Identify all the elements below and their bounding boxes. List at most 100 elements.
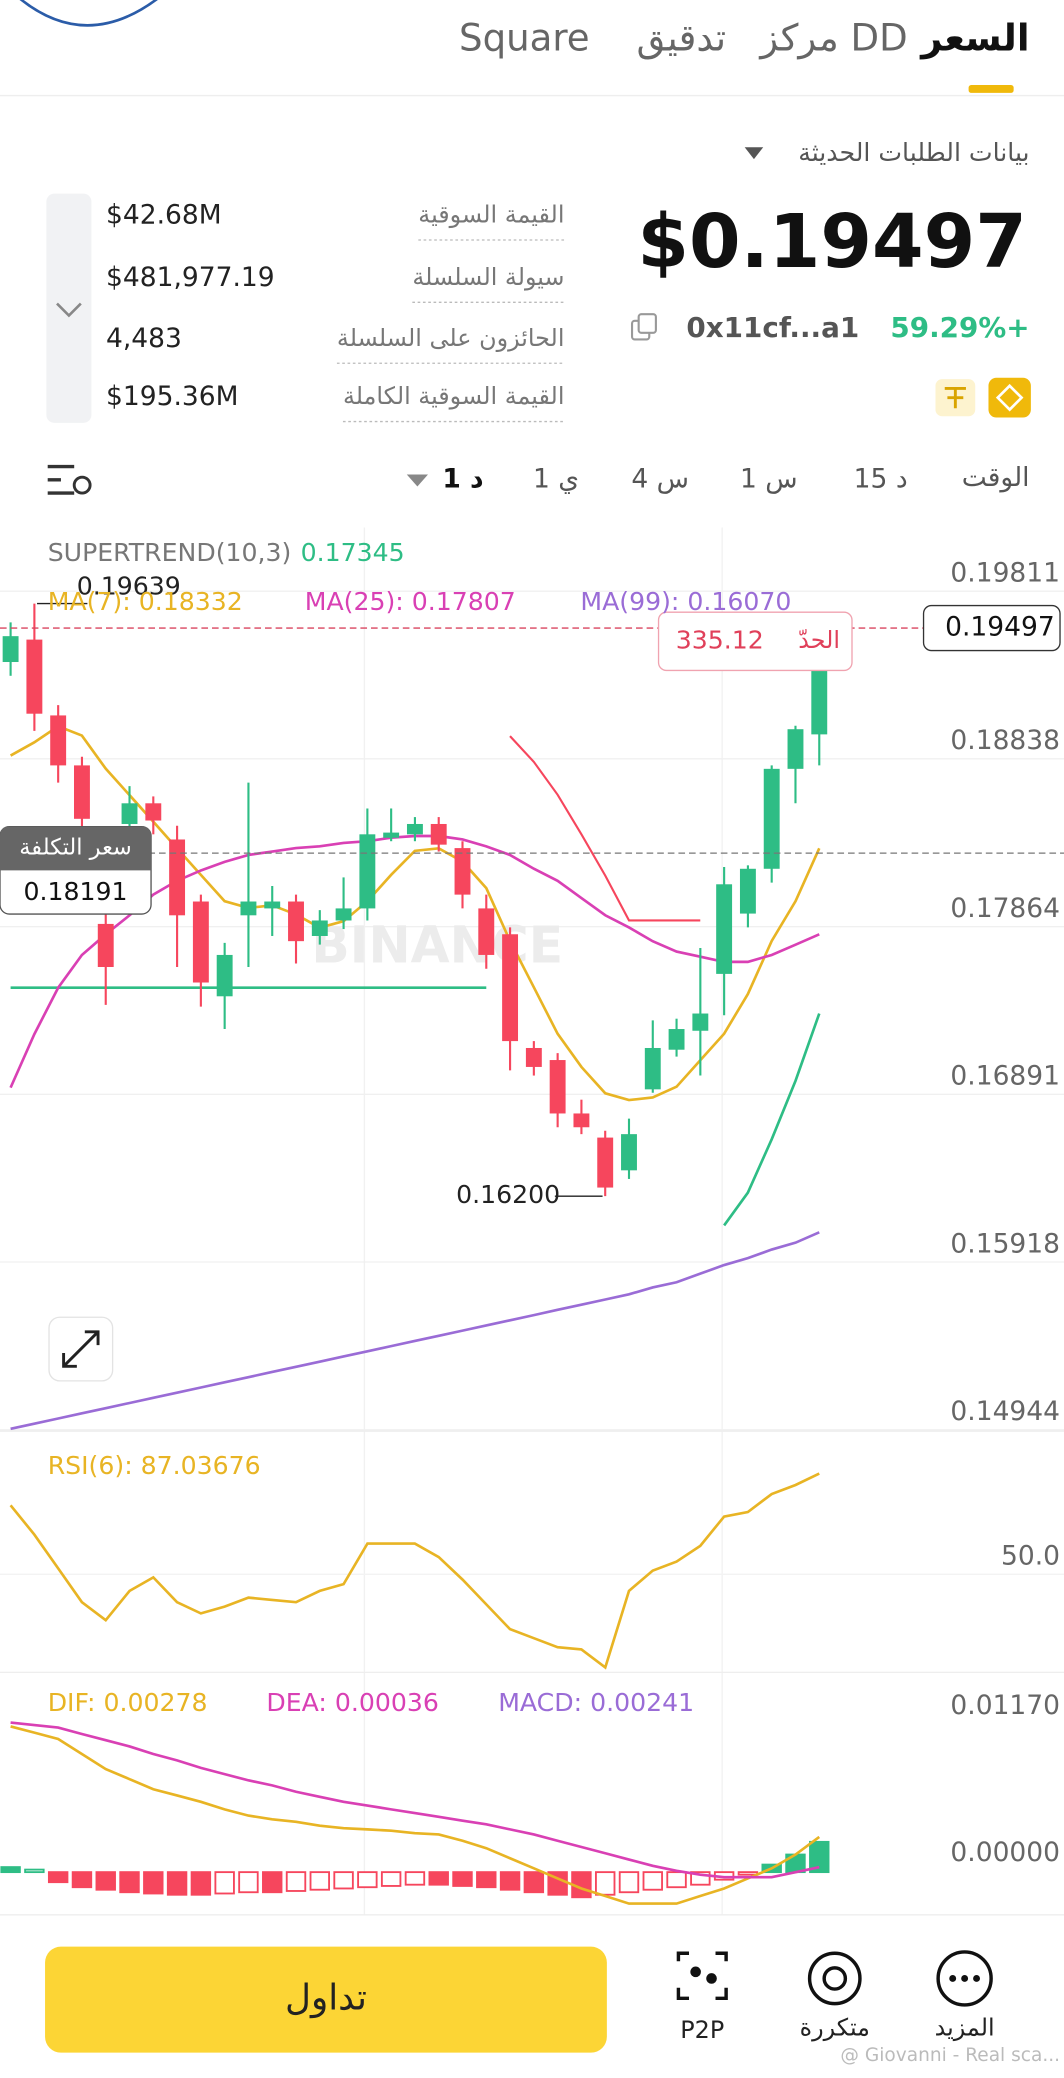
candle-body: [787, 729, 804, 769]
macd-bar: [452, 1871, 473, 1887]
macd-bar: [428, 1871, 449, 1886]
expand-icon: [62, 1330, 100, 1368]
macd-bar: [143, 1871, 164, 1895]
legend-entry: MACD: 0.00241: [498, 1688, 694, 1717]
tab[interactable]: مركز DD: [758, 16, 907, 59]
legend-entry: MA(99): 0.16070: [580, 587, 791, 616]
legend-entry: MA(25): 0.17807: [305, 587, 516, 616]
macd-bar: [95, 1871, 116, 1891]
y-tick-label: 0.17864: [950, 893, 1060, 924]
more-dot: [973, 1975, 980, 1982]
recurring-icon[interactable]: [807, 1951, 862, 2006]
bnb-icon: [995, 383, 1024, 412]
macd-bar: [357, 1871, 378, 1889]
candle-body: [50, 715, 67, 766]
dropdown-arrow: [406, 474, 428, 487]
candle-body: [311, 920, 328, 936]
macd-bar: [190, 1871, 212, 1896]
candle-body: [383, 832, 400, 838]
candle-body: [359, 834, 376, 909]
action-label[interactable]: المزيد: [935, 2013, 995, 2041]
macd-bar: [0, 1866, 21, 1874]
p2p-person: [706, 1973, 717, 1984]
macd-bar: [380, 1871, 402, 1887]
high-label: 0.19639: [77, 572, 181, 601]
indicator-icon[interactable]: [47, 464, 75, 495]
candle-body: [739, 868, 756, 914]
more-icon[interactable]: [936, 1950, 993, 2007]
candle-body: [502, 934, 519, 1042]
ma-line: [10, 1231, 820, 1431]
candle-body: [644, 1047, 661, 1090]
macd-bar: [238, 1871, 259, 1894]
supertrend-down: [509, 735, 701, 922]
candle-body: [573, 1113, 590, 1128]
timeframe-option[interactable]: 4 س: [631, 463, 689, 494]
macd-bar: [595, 1871, 616, 1896]
supertrend-name: SUPERTREND(10,3): [48, 538, 292, 567]
cost-box-head: [0, 826, 152, 871]
candle-body: [169, 839, 186, 916]
p2p-person: [690, 1966, 701, 1978]
stat-value: 4,483: [106, 323, 182, 354]
macd-bar: [499, 1871, 521, 1891]
last-price-label: 0.19497: [945, 612, 1055, 643]
cost-label: سعر التكلفة: [19, 834, 132, 860]
tab[interactable]: تدقيق: [636, 16, 726, 59]
p2p-icon[interactable]: [676, 1951, 728, 2001]
candle-body: [288, 901, 304, 942]
candle-body: [264, 901, 281, 909]
trade-button[interactable]: [45, 1946, 607, 2053]
timeframe-option[interactable]: 1 ي: [533, 463, 579, 494]
y-tick-label: 0.16891: [950, 1061, 1060, 1092]
limit-label: الحدّ: [798, 626, 840, 654]
chart: 0.19811 0.18838 0.17864 0.16891 0.15918 0.149…: [0, 527, 1064, 1915]
y-tick-label: 0.19811: [950, 557, 1060, 588]
candle-body: [74, 765, 90, 819]
stat-value: $481,977.19: [106, 262, 275, 293]
macd-bar: [47, 1871, 69, 1884]
limit-box[interactable]: [657, 611, 853, 672]
tab-indicator: [968, 84, 1014, 93]
tab[interactable]: السعر: [919, 16, 1029, 59]
macd-bar: [285, 1871, 307, 1892]
timeframe-option[interactable]: 1 د: [442, 463, 483, 494]
stat-label: القيمة السوقية: [418, 201, 564, 229]
action-label[interactable]: P2P: [680, 2016, 724, 2044]
macd-bar: [309, 1871, 330, 1891]
legend-entry: DEA: 0.00036: [266, 1688, 439, 1717]
macd-bar: [119, 1871, 140, 1894]
tab[interactable]: Square: [459, 16, 590, 59]
candle-body: [478, 908, 495, 955]
candle-body: [240, 901, 257, 916]
timeframe-option[interactable]: 15 د: [854, 463, 908, 494]
candle-body: [763, 768, 780, 869]
macd-bar: [523, 1871, 545, 1894]
macd-bar: [809, 1840, 830, 1874]
macd-bar: [666, 1871, 687, 1889]
candle-body: [525, 1047, 542, 1067]
stat-label: القيمة السوقية الكاملة: [343, 382, 565, 410]
supertrend-value: 0.17345: [301, 538, 405, 567]
contract-address: 0x11cf...a1: [686, 311, 859, 344]
action-label[interactable]: متكررة: [800, 2013, 870, 2041]
y-tick-label: 50.0: [1001, 1541, 1060, 1572]
macd-bar: [214, 1871, 235, 1895]
macd-bar: [333, 1871, 354, 1890]
orderbook-label[interactable]: بيانات الطلبات الحديثة: [798, 138, 1029, 167]
candle-body: [406, 823, 423, 835]
dif-line: [10, 1725, 821, 1905]
y-tick-label: 0.01170: [950, 1690, 1060, 1721]
y-tick-label: 0.15918: [950, 1228, 1060, 1259]
macd-bar: [71, 1871, 93, 1889]
macd-bar: [404, 1871, 426, 1886]
legend-entry: DIF: 0.00278: [48, 1688, 208, 1717]
dropdown-arrow: [744, 147, 764, 160]
candle-body: [454, 848, 471, 895]
candle-body: [192, 901, 209, 983]
timeframe-option[interactable]: 1 س: [740, 463, 798, 494]
stats-toggle[interactable]: [46, 193, 92, 423]
candle-body: [121, 803, 138, 824]
